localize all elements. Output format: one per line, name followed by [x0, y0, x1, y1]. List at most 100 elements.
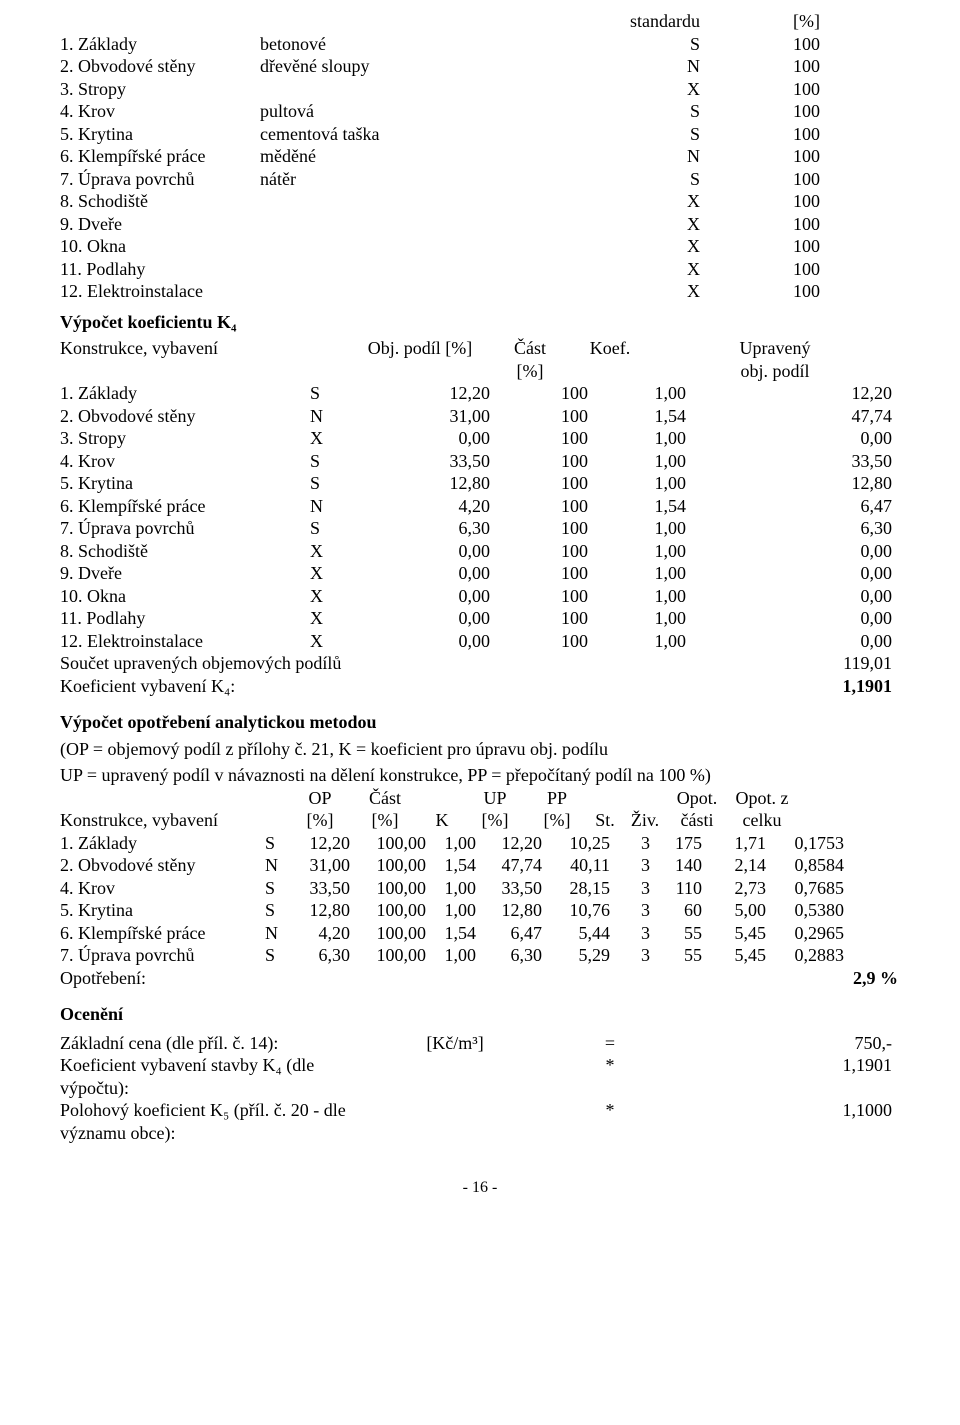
op-up: 6,30: [480, 944, 548, 967]
oc-label: Základní cena (dle příl. č. 14):: [60, 1032, 380, 1055]
op-part: 100,00: [356, 922, 432, 945]
spec-code: S: [520, 123, 720, 146]
op-head-ziv: Živ.: [622, 809, 668, 832]
k4-part: 100: [508, 540, 606, 563]
k4-code: X: [310, 427, 350, 450]
op-row: 5. KrytinaS12,80100,001,0012,8010,763605…: [60, 899, 900, 922]
op-code: S: [265, 877, 290, 900]
k4-up: 0,00: [704, 607, 900, 630]
oc-title: Ocenění: [60, 1003, 900, 1026]
spec-row: 3. StropyX100: [60, 78, 900, 101]
op-ziv: 55: [656, 944, 708, 967]
op-ziv: 110: [656, 877, 708, 900]
spec-code: X: [520, 78, 720, 101]
spec-row: 8. SchodištěX100: [60, 190, 900, 213]
spec-row: 2. Obvodové stěnydřevěné sloupyN100: [60, 55, 900, 78]
op-head-op: OP[%]: [290, 787, 350, 832]
k4-up: 12,20: [704, 382, 900, 405]
op-part: 100,00: [356, 944, 432, 967]
k4-part: 100: [508, 382, 606, 405]
spec-name: 10. Okna: [60, 235, 260, 258]
oc-row: Koeficient vybavení stavby K₄ (dle výpoč…: [60, 1054, 900, 1099]
oc-val: 750,-: [690, 1032, 900, 1055]
op-head-cast: Část[%]: [350, 787, 420, 832]
spec-val: 100: [720, 33, 820, 56]
k4-koef: 1,00: [606, 630, 704, 653]
op-ziv: 175: [656, 832, 708, 855]
op-st: 3: [616, 854, 656, 877]
k4-op: 12,80: [350, 472, 508, 495]
spec-desc: betonové: [260, 33, 520, 56]
spec-name: 12. Elektroinstalace: [60, 280, 260, 303]
k4-head-konstrukce: Konstrukce, vybavení: [60, 337, 310, 382]
op-row: 6. Klempířské práceN4,20100,001,546,475,…: [60, 922, 900, 945]
k4-part: 100: [508, 405, 606, 428]
k4-koef: 1,00: [606, 427, 704, 450]
k4-up: 47,74: [704, 405, 900, 428]
spec-row: 4. KrovpultováS100: [60, 100, 900, 123]
k4-code: X: [310, 585, 350, 608]
header-percent: [%]: [720, 10, 820, 33]
op-op: 4,20: [290, 922, 356, 945]
spec-val: 100: [720, 258, 820, 281]
op-k: 1,00: [432, 832, 480, 855]
spec-row: 9. DveřeX100: [60, 213, 900, 236]
op-up: 33,50: [480, 877, 548, 900]
spec-code: X: [520, 258, 720, 281]
k4-sum2-val: 1,1901: [772, 675, 900, 698]
spec-row: 5. Krytinacementová taškaS100: [60, 123, 900, 146]
op-opot-celku: 0,2883: [772, 944, 846, 967]
spec-val: 100: [720, 213, 820, 236]
op-opot-casti: 1,71: [708, 832, 772, 855]
k4-name: 1. Základy: [60, 382, 310, 405]
spec-desc: nátěr: [260, 168, 520, 191]
k4-up: 12,80: [704, 472, 900, 495]
op-head-konstrukce: Konstrukce, vybavení: [60, 809, 265, 832]
spec-val: 100: [720, 55, 820, 78]
spec-val: 100: [720, 78, 820, 101]
spec-val: 100: [720, 190, 820, 213]
spec-row: 6. Klempířské práceměděnéN100: [60, 145, 900, 168]
op-op: 33,50: [290, 877, 356, 900]
k4-koef: 1,54: [606, 495, 704, 518]
op-head-k: K: [420, 809, 464, 832]
k4-koef: 1,00: [606, 472, 704, 495]
spec-name: 5. Krytina: [60, 123, 260, 146]
k4-row: 2. Obvodové stěnyN31,001001,5447,74: [60, 405, 900, 428]
oc-row: Polohový koeficient K₅ (příl. č. 20 - dl…: [60, 1099, 900, 1144]
k4-head-obj-podil: Obj. podíl [%]: [350, 337, 490, 382]
k4-row: 9. DveřeX0,001001,000,00: [60, 562, 900, 585]
k4-name: 3. Stropy: [60, 427, 310, 450]
k4-code: X: [310, 562, 350, 585]
oc-row: Základní cena (dle příl. č. 14):[Kč/m³]=…: [60, 1032, 900, 1055]
k4-name: 10. Okna: [60, 585, 310, 608]
op-opot-celku: 0,2965: [772, 922, 846, 945]
spec-code: N: [520, 145, 720, 168]
spec-row: 1. ZákladybetonovéS100: [60, 33, 900, 56]
k4-head-upraveny: Upravenýobj. podíl: [650, 337, 900, 382]
spec-name: 7. Úprava povrchů: [60, 168, 260, 191]
k4-part: 100: [508, 585, 606, 608]
spec-code: S: [520, 168, 720, 191]
op-st: 3: [616, 922, 656, 945]
op-name: 5. Krytina: [60, 899, 265, 922]
op-row: 2. Obvodové stěnyN31,00100,001,5447,7440…: [60, 854, 900, 877]
op-sum-row: Opotřebení: 2,9 %: [60, 967, 900, 990]
k4-op: 4,20: [350, 495, 508, 518]
k4-name: 12. Elektroinstalace: [60, 630, 310, 653]
spec-code: X: [520, 213, 720, 236]
k4-row: 11. PodlahyX0,001001,000,00: [60, 607, 900, 630]
header-standardu: standardu: [520, 10, 720, 33]
op-code: S: [265, 944, 290, 967]
op-row: 1. ZákladyS12,20100,001,0012,2010,253175…: [60, 832, 900, 855]
spec-name: 1. Základy: [60, 33, 260, 56]
oc-label: Polohový koeficient K₅ (příl. č. 20 - dl…: [60, 1099, 380, 1144]
oc-sign: =: [530, 1032, 690, 1055]
k4-part: 100: [508, 630, 606, 653]
k4-code: S: [310, 472, 350, 495]
k4-sum-row-2: Koeficient vybavení K₄: 1,1901: [60, 675, 900, 698]
spec-desc: [260, 78, 520, 101]
k4-code: X: [310, 630, 350, 653]
op-k: 1,54: [432, 854, 480, 877]
spec-row: 12. ElektroinstalaceX100: [60, 280, 900, 303]
